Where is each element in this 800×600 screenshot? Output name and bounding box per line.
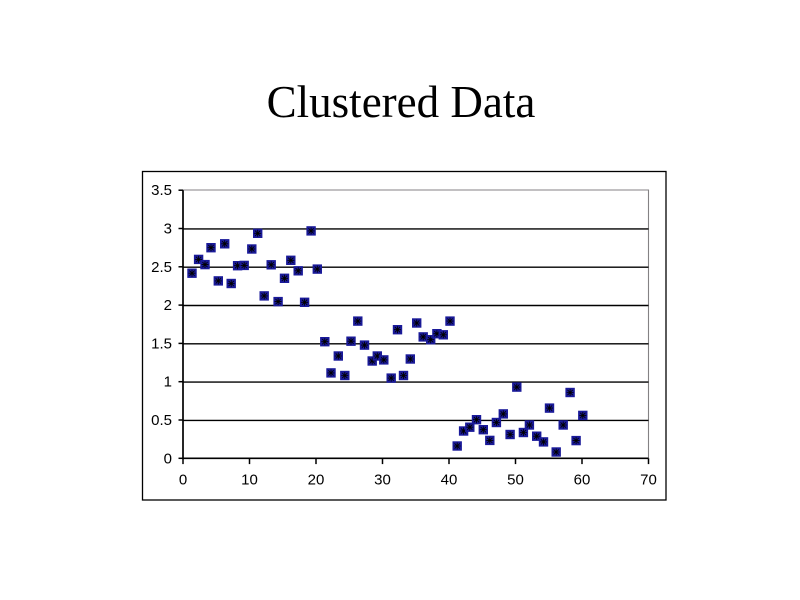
- svg-text:0: 0: [164, 450, 172, 467]
- svg-text:60: 60: [574, 472, 591, 489]
- svg-text:20: 20: [308, 472, 325, 489]
- svg-text:0: 0: [179, 472, 187, 489]
- svg-text:50: 50: [507, 472, 524, 489]
- svg-text:2.5: 2.5: [151, 259, 172, 276]
- svg-text:3.5: 3.5: [151, 182, 172, 199]
- svg-text:0.5: 0.5: [151, 412, 172, 429]
- svg-text:1.5: 1.5: [151, 335, 172, 352]
- svg-text:3: 3: [164, 221, 172, 238]
- svg-text:30: 30: [374, 472, 391, 489]
- svg-text:2: 2: [164, 297, 172, 314]
- svg-text:40: 40: [441, 472, 458, 489]
- svg-text:10: 10: [241, 472, 258, 489]
- svg-text:1: 1: [164, 374, 172, 391]
- svg-text:70: 70: [640, 472, 657, 489]
